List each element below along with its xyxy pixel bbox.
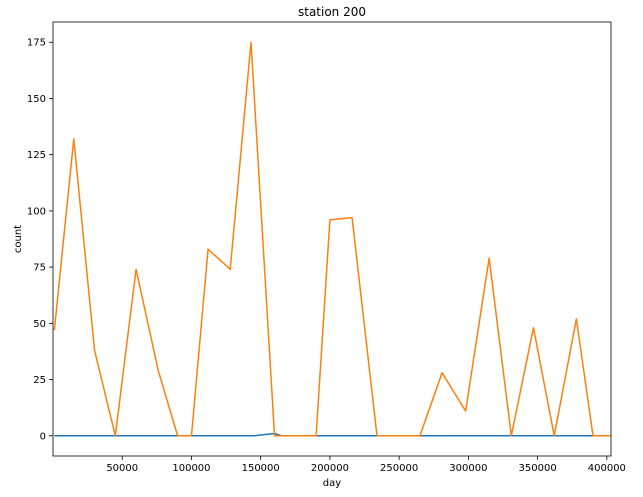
y-axis: 0 25 50 75 100 125 150 175 <box>27 38 53 442</box>
y-tick-label: 100 <box>27 206 46 217</box>
x-axis: 50000 100000 150000 200000 250000 300000 35000… <box>106 456 626 474</box>
y-tick-label: 175 <box>27 38 46 49</box>
x-tick-label: 250000 <box>380 463 418 474</box>
series-line-2 <box>53 41 611 437</box>
x-tick-label: 400000 <box>588 463 626 474</box>
y-tick-label: 150 <box>27 94 46 105</box>
y-tick-label: 125 <box>27 150 46 161</box>
x-tick-label: 200000 <box>311 463 349 474</box>
y-tick-label: 25 <box>33 375 46 386</box>
x-tick-label: 300000 <box>449 463 487 474</box>
y-axis-label: count <box>13 225 24 253</box>
x-tick-label: 350000 <box>519 463 557 474</box>
chart-title: station 200 <box>298 5 366 19</box>
x-tick-label: 150000 <box>242 463 280 474</box>
series-layer <box>53 41 611 437</box>
x-tick-label: 50000 <box>106 463 138 474</box>
y-tick-label: 50 <box>33 319 46 330</box>
x-axis-label: day <box>323 478 341 489</box>
y-tick-label: 0 <box>40 431 46 442</box>
y-tick-label: 75 <box>33 263 46 274</box>
plot-area-frame <box>52 21 612 457</box>
x-tick-label: 100000 <box>172 463 210 474</box>
